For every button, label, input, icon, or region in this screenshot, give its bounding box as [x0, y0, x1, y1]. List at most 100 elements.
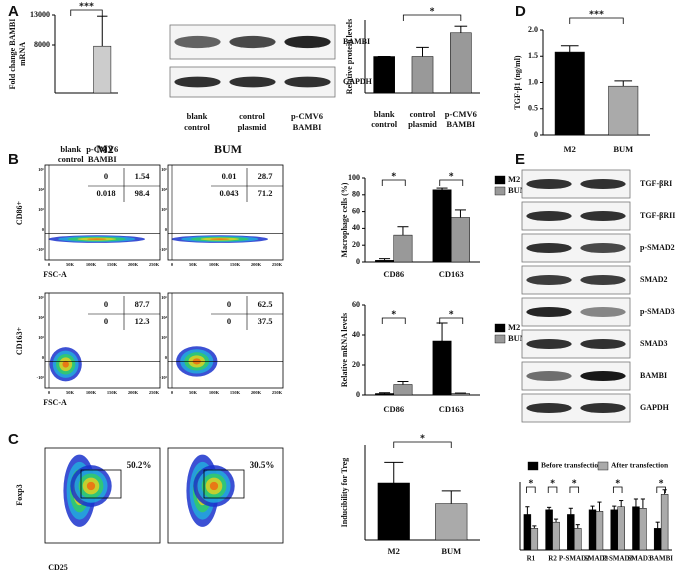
y-tick-label: 60	[352, 300, 360, 309]
y-tick-label: -10³	[37, 247, 45, 252]
y-tick-label: -10³	[160, 375, 168, 380]
legend-swatch	[494, 334, 506, 344]
y-tick-label: 13000	[30, 10, 50, 19]
y-tick-label: 10⁵	[161, 295, 168, 300]
x-tick-label: BUM	[441, 546, 461, 556]
y-tick-label: 2.0	[528, 25, 538, 34]
x-tick-label: R2	[548, 555, 557, 563]
blot-band	[580, 178, 626, 190]
y-tick-label: 0	[356, 257, 360, 266]
blot-band	[526, 210, 572, 222]
bar	[451, 217, 470, 263]
quadrant-value: 0	[104, 171, 108, 181]
error-bar	[379, 258, 391, 261]
y-axis-label: Macrophage cells (%)	[340, 182, 349, 257]
x-tick-label: P-SMAD2	[559, 555, 590, 563]
y-tick-label: 10³	[38, 207, 45, 212]
bar	[610, 509, 618, 551]
y-tick-label: 40	[352, 330, 360, 339]
x-tick-label: 200K	[128, 262, 139, 267]
legend-swatch	[597, 461, 609, 471]
bar	[93, 45, 112, 94]
y-axis-label: Relative protein levels	[345, 19, 354, 94]
blot-label: TGF-βRI	[640, 179, 672, 188]
bar	[608, 85, 639, 136]
quadrant-value: 0.01	[222, 171, 237, 181]
blot-band	[580, 242, 626, 254]
bar	[432, 189, 452, 263]
blot-band	[284, 35, 331, 49]
blot-frame	[521, 297, 631, 327]
y-axis-label: Fold change BAMBI	[8, 19, 17, 90]
lane-label: control	[184, 122, 210, 132]
bar	[653, 528, 662, 551]
x-tick-label: 250K	[149, 390, 160, 395]
error-bar	[454, 25, 468, 33]
significance-label: *	[659, 478, 664, 489]
legend-swatch	[494, 323, 506, 333]
x-tick-label: CD86	[383, 269, 404, 279]
y-tick-label: 100	[348, 173, 360, 182]
error-bar	[560, 45, 579, 53]
x-tick-label: 200K	[128, 390, 139, 395]
error-bar	[436, 187, 448, 190]
quadrant-value: 28.7	[258, 171, 274, 181]
x-tick-label: 50K	[66, 262, 75, 267]
blot-band	[526, 306, 572, 318]
x-tick-label: 200K	[251, 390, 262, 395]
significance-bracket	[439, 317, 464, 324]
blot-label: p-SMAD3	[640, 307, 675, 316]
y-tick-label: 10³	[161, 207, 168, 212]
bar	[377, 482, 410, 541]
x-tick-label: SMAD3	[627, 555, 652, 563]
quadrant-value: 71.2	[258, 188, 273, 198]
bar	[393, 234, 413, 263]
lane-label: plasmid	[238, 122, 267, 132]
error-bar	[384, 461, 404, 483]
bar	[411, 56, 434, 94]
x-tick-label: 250K	[272, 262, 283, 267]
blot-band	[526, 370, 572, 382]
error-bar	[416, 46, 429, 57]
lane-label: BAMBI	[293, 122, 323, 132]
x-tick-label: R1	[527, 555, 536, 563]
error-bar	[614, 80, 633, 87]
y-tick-label: 10⁵	[161, 167, 168, 172]
bar	[567, 514, 575, 551]
x-tick-label: CD86	[383, 404, 404, 414]
error-bar	[547, 506, 552, 510]
blot-band	[580, 402, 626, 414]
blot-band	[526, 402, 572, 414]
x-tick-label: 50K	[189, 390, 198, 395]
y-tick-label: 0	[165, 355, 168, 360]
gate-value: 30.5%	[250, 460, 275, 470]
flow-plot	[44, 164, 161, 261]
x-tick-label: SMAD2	[584, 555, 609, 563]
error-bar	[612, 505, 617, 510]
blot-band	[580, 338, 626, 350]
y-tick-label: 10⁴	[161, 187, 168, 192]
significance-bracket	[381, 179, 406, 186]
error-bar	[568, 507, 573, 515]
x-tick-label: 250K	[272, 390, 283, 395]
blot-label: BAMBI	[640, 371, 667, 380]
x-tick-label: p-CMV6	[86, 144, 118, 154]
y-tick-label: 20	[352, 360, 360, 369]
error-bar	[397, 381, 409, 385]
legend-label: Before transfection	[541, 461, 603, 470]
y-tick-label: 0.5	[528, 104, 538, 113]
x-tick-label: 250K	[149, 262, 160, 267]
legend-swatch	[527, 461, 539, 471]
gate-value: 50.2%	[127, 460, 152, 470]
bar	[530, 528, 539, 551]
significance-label: *	[550, 478, 555, 489]
y-tick-label: 8000	[34, 40, 50, 49]
x-tick-label: 100K	[209, 262, 220, 267]
significance-label: *	[391, 309, 396, 320]
significance-label: *	[430, 6, 435, 17]
column-title: BUM	[214, 142, 242, 156]
x-tick-label: 100K	[209, 390, 220, 395]
y-tick-label: 20	[352, 240, 360, 249]
density	[87, 238, 107, 240]
